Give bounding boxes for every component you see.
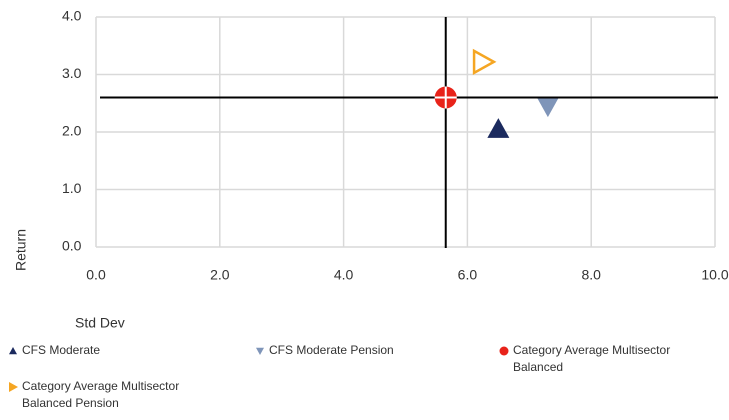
marker — [536, 97, 559, 118]
legend-marker — [499, 346, 509, 356]
legend-label: CFS Moderate Pension — [269, 343, 394, 357]
marker — [472, 48, 497, 75]
x-tick-label: 2.0 — [210, 267, 230, 283]
legend-label: CFS Moderate — [22, 343, 100, 357]
y-tick-label: 2.0 — [62, 123, 82, 139]
y-tick-label: 0.0 — [62, 238, 82, 254]
x-tick-label: 4.0 — [334, 267, 354, 283]
marker — [487, 118, 510, 138]
x-tick-label: 10.0 — [701, 267, 728, 283]
y-tick-label: 1.0 — [62, 180, 82, 196]
legend-marker — [9, 382, 18, 392]
y-axis-label: Return — [13, 229, 29, 271]
y-tick-label: 3.0 — [62, 65, 82, 81]
legend-label: Category Average Multisector Balanced Pen… — [22, 379, 179, 410]
y-tick-label: 4.0 — [62, 8, 82, 24]
x-axis-label: Std Dev — [75, 315, 125, 331]
legend-marker — [256, 347, 264, 355]
x-tick-label: 0.0 — [86, 267, 106, 283]
x-tick-label: 6.0 — [458, 267, 478, 283]
x-tick-label: 8.0 — [581, 267, 601, 283]
legend-marker — [9, 347, 17, 355]
legend-label: Category Average Multisector Balanced — [513, 343, 670, 374]
